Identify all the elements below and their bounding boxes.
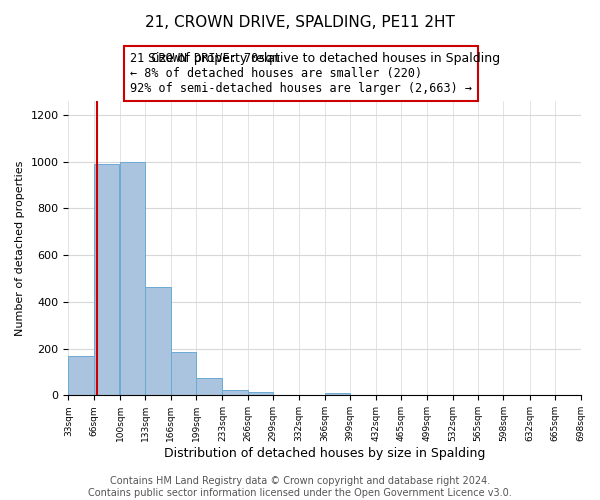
- Title: Size of property relative to detached houses in Spalding: Size of property relative to detached ho…: [148, 52, 500, 65]
- Text: Contains HM Land Registry data © Crown copyright and database right 2024.
Contai: Contains HM Land Registry data © Crown c…: [88, 476, 512, 498]
- Bar: [248, 392, 273, 396]
- Bar: [325, 393, 350, 396]
- X-axis label: Distribution of detached houses by size in Spalding: Distribution of detached houses by size …: [164, 447, 485, 460]
- Text: 21 CROWN DRIVE: 70sqm
← 8% of detached houses are smaller (220)
92% of semi-deta: 21 CROWN DRIVE: 70sqm ← 8% of detached h…: [130, 52, 472, 95]
- Text: 21, CROWN DRIVE, SPALDING, PE11 2HT: 21, CROWN DRIVE, SPALDING, PE11 2HT: [145, 15, 455, 30]
- Bar: [120, 162, 145, 396]
- Bar: [171, 352, 196, 396]
- Bar: [94, 164, 119, 396]
- Y-axis label: Number of detached properties: Number of detached properties: [15, 160, 25, 336]
- Bar: [196, 378, 221, 396]
- Bar: [68, 356, 94, 396]
- Bar: [223, 390, 248, 396]
- Bar: [145, 286, 171, 396]
